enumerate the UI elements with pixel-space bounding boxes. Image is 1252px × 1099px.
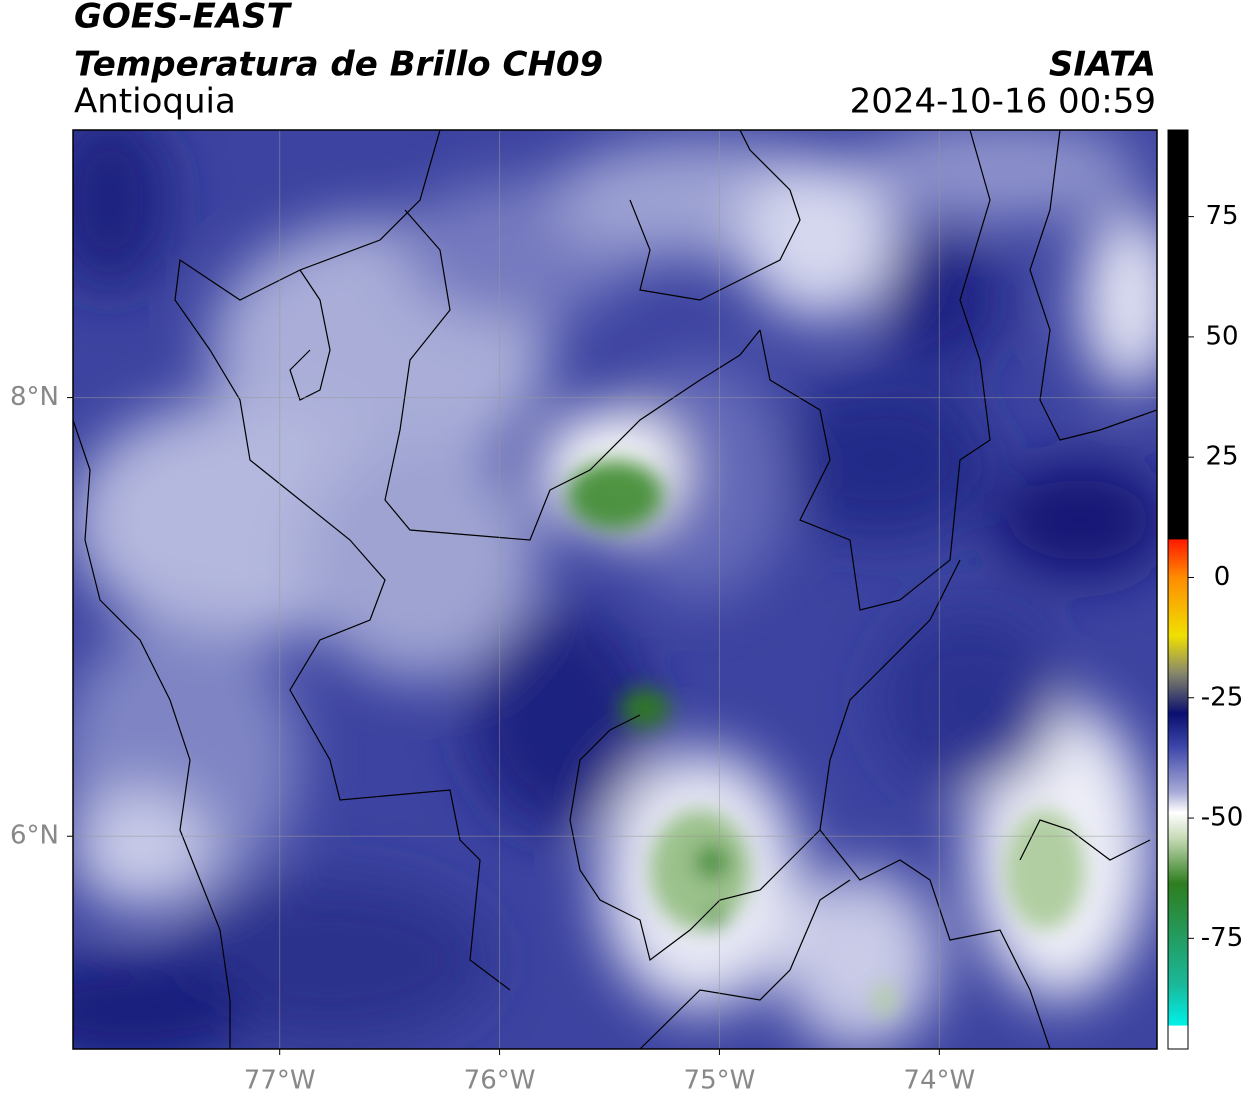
title: GOES-EAST (74, 0, 293, 37)
colorbar-tick-label: 75 (1205, 201, 1238, 231)
source: SIATA (1049, 45, 1156, 85)
colorbar (1167, 129, 1189, 1050)
header: GOES-EAST Temperatura de Brillo CH09 Ant… (74, 0, 1156, 122)
subtitle: Temperatura de Brillo CH09 (74, 45, 603, 85)
grid (73, 130, 1157, 1049)
x-tick-label: 76°W (464, 1066, 536, 1096)
x-tick-label: 74°W (903, 1066, 975, 1096)
colorbar-tick-label: 50 (1205, 321, 1238, 351)
satellite-image (73, 130, 1157, 1049)
colorbar-tick-label: 25 (1205, 442, 1238, 472)
colorbar-tick-label: -25 (1201, 682, 1243, 712)
x-tick-label: 77°W (244, 1066, 316, 1096)
datetime: 2024-10-16 00:59 (850, 82, 1156, 122)
borders (73, 130, 1157, 1049)
map-frame (72, 129, 1158, 1050)
region: Antioquia (74, 82, 236, 122)
y-tick-label: 8°N (10, 382, 59, 412)
y-tick-label: 6°N (10, 821, 59, 851)
colorbar-tick-label: 0 (1214, 562, 1231, 592)
colorbar-tick-label: -50 (1201, 803, 1243, 833)
x-tick-label: 75°W (684, 1066, 756, 1096)
colorbar-tick-label: -75 (1201, 923, 1243, 953)
